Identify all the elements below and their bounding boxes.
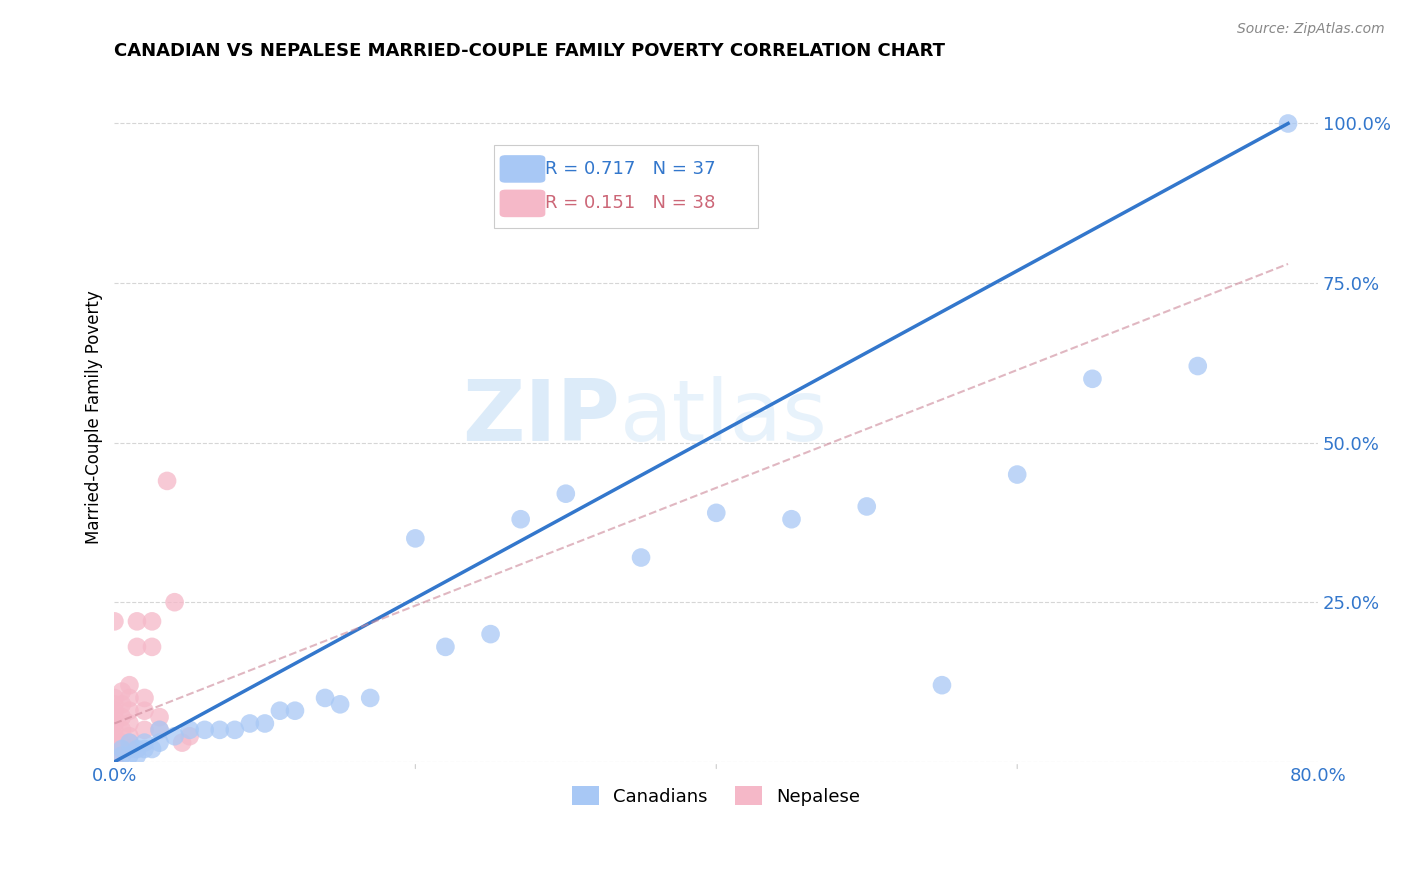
Point xyxy=(194,723,217,737)
Point xyxy=(148,710,170,724)
Point xyxy=(163,729,186,743)
FancyBboxPatch shape xyxy=(499,190,546,217)
Point xyxy=(704,506,727,520)
Point xyxy=(134,742,156,756)
Point xyxy=(359,690,381,705)
Point xyxy=(118,736,141,750)
Point xyxy=(103,736,125,750)
Point xyxy=(125,742,148,756)
Point xyxy=(931,678,953,692)
Point xyxy=(509,512,531,526)
Point xyxy=(111,742,134,756)
Text: atlas: atlas xyxy=(620,376,828,458)
FancyBboxPatch shape xyxy=(494,145,758,227)
Point xyxy=(141,615,163,629)
Point xyxy=(111,684,134,698)
Point xyxy=(224,723,246,737)
Point xyxy=(103,723,125,737)
Point xyxy=(103,710,125,724)
Point xyxy=(111,742,134,756)
Point xyxy=(630,550,652,565)
Point xyxy=(111,723,134,737)
Point xyxy=(103,748,125,763)
Point xyxy=(111,748,134,763)
Point xyxy=(148,723,170,737)
Text: R = 0.151   N = 38: R = 0.151 N = 38 xyxy=(546,194,716,212)
Point xyxy=(134,736,156,750)
Point xyxy=(156,474,179,488)
Point xyxy=(118,690,141,705)
Point xyxy=(148,723,170,737)
Point xyxy=(103,615,125,629)
Point xyxy=(329,698,352,712)
Point xyxy=(314,690,336,705)
Point xyxy=(103,716,125,731)
Point xyxy=(118,742,141,756)
Point xyxy=(141,640,163,654)
Point xyxy=(1187,359,1209,373)
Point xyxy=(148,736,170,750)
Point xyxy=(1005,467,1028,482)
Point xyxy=(1081,372,1104,386)
Y-axis label: Married-Couple Family Poverty: Married-Couple Family Poverty xyxy=(86,290,103,544)
FancyBboxPatch shape xyxy=(499,155,546,183)
Point xyxy=(134,690,156,705)
Point xyxy=(103,729,125,743)
Point xyxy=(118,729,141,743)
Point xyxy=(141,742,163,756)
Point xyxy=(780,512,803,526)
Point xyxy=(163,595,186,609)
Point xyxy=(111,698,134,712)
Point xyxy=(179,723,201,737)
Point xyxy=(103,698,125,712)
Point xyxy=(103,755,125,769)
Point xyxy=(554,486,576,500)
Point xyxy=(103,690,125,705)
Text: CANADIAN VS NEPALESE MARRIED-COUPLE FAMILY POVERTY CORRELATION CHART: CANADIAN VS NEPALESE MARRIED-COUPLE FAMI… xyxy=(114,42,945,60)
Point xyxy=(269,704,291,718)
Point xyxy=(134,704,156,718)
Point xyxy=(125,615,148,629)
Point xyxy=(118,716,141,731)
Point xyxy=(118,678,141,692)
Point xyxy=(103,742,125,756)
Point xyxy=(855,500,877,514)
Point xyxy=(1277,116,1299,130)
Point xyxy=(239,716,262,731)
Point xyxy=(284,704,307,718)
Point xyxy=(172,736,194,750)
Point xyxy=(103,704,125,718)
Point xyxy=(479,627,502,641)
Point xyxy=(134,723,156,737)
Point xyxy=(179,729,201,743)
Point xyxy=(125,748,148,763)
Point xyxy=(111,736,134,750)
Point xyxy=(111,710,134,724)
Point xyxy=(125,640,148,654)
Point xyxy=(253,716,276,731)
Text: R = 0.717   N = 37: R = 0.717 N = 37 xyxy=(546,160,716,178)
Text: Source: ZipAtlas.com: Source: ZipAtlas.com xyxy=(1237,22,1385,37)
Point xyxy=(118,748,141,763)
Point xyxy=(118,736,141,750)
Legend: Canadians, Nepalese: Canadians, Nepalese xyxy=(562,778,870,814)
Point xyxy=(434,640,457,654)
Point xyxy=(404,532,426,546)
Text: ZIP: ZIP xyxy=(463,376,620,458)
Point xyxy=(118,704,141,718)
Point xyxy=(208,723,231,737)
